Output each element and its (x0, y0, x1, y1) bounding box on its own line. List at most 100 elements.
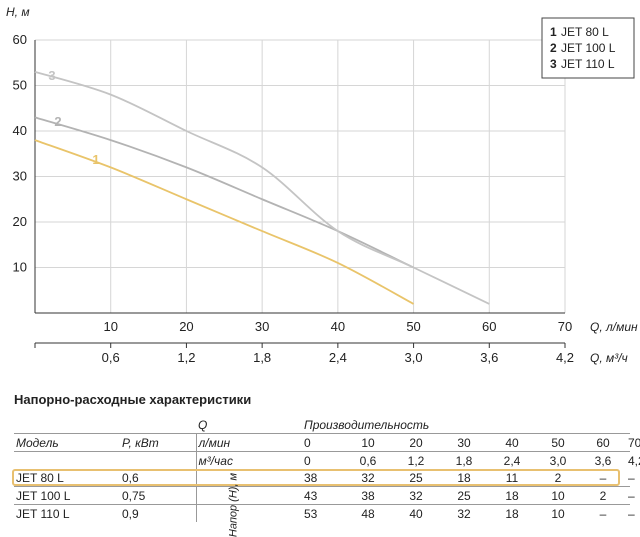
head-label: Напор (H), м (227, 472, 240, 537)
table-cell: 2,4 (503, 453, 521, 468)
y-tick-label: 20 (13, 214, 27, 229)
x2-tick-label: 0,6 (102, 350, 120, 365)
table-cell: – (628, 506, 635, 521)
x-tick-label: 60 (482, 319, 496, 334)
q-label: Q (196, 416, 272, 434)
model-header: Модель (14, 433, 120, 452)
table-cell: 10 (344, 433, 392, 452)
table-cell: 0,6 (359, 453, 377, 468)
table-cell: 11 (488, 469, 536, 487)
table-cell: 38 (302, 469, 344, 487)
table-title: Напорно-расходные характеристики (14, 392, 252, 407)
table-cell: 48 (361, 506, 375, 521)
legend-label-3: JET 110 L (561, 57, 615, 71)
table-cell: 18 (440, 469, 488, 487)
jet-80-highlight (12, 469, 620, 486)
productivity-label: Производительность (302, 416, 631, 434)
characteristics-table: Q Производительность Модель P, кВт л/мин… (14, 416, 640, 522)
power-header: P, кВт (120, 433, 196, 452)
m3h-label: м³/час (195, 451, 302, 469)
table-cell: – (626, 469, 635, 487)
x2-tick-label: 1,2 (177, 350, 195, 365)
y-tick-label: 10 (13, 260, 27, 275)
table-cell: 70 (626, 433, 640, 452)
table-cell: 2 (580, 486, 626, 505)
table-cell: 20 (392, 433, 440, 452)
table-cell: 32 (392, 486, 440, 505)
x-tick-label: 30 (255, 319, 269, 334)
legend-box (541, 17, 635, 79)
table-cell: 32 (344, 469, 392, 487)
table-cell: 18 (488, 486, 536, 505)
y-tick-label: 50 (13, 78, 27, 93)
table-cell: 3,6 (594, 453, 612, 468)
legend-number-2: 2 (550, 41, 557, 55)
table-cell: 25 (392, 469, 440, 487)
table-cell: 40 (409, 506, 423, 521)
table-cell: 10 (551, 506, 565, 521)
table-cell: 53 (304, 506, 318, 521)
model-cell: JET 110 L (16, 506, 70, 521)
chart-legend: 1 JET 80 L 2 JET 100 L 3 JET 110 L (541, 17, 635, 79)
curve-number-3: 3 (48, 68, 55, 83)
table-row: JET 80 L 0,6 38 32 25 18 11 2 – – (14, 469, 635, 487)
power-cell: 0,75 (120, 486, 196, 505)
table-cell: 25 (440, 486, 488, 505)
legend-label-1: JET 80 L (561, 25, 609, 39)
y-axis-title: H, м (6, 5, 30, 19)
chart-labels: 10 20 30 40 50 60 10 20 30 40 50 60 70 0,6 1,2 1,8 2,4 3,… (6, 5, 638, 365)
table-cell: 0 (304, 453, 311, 468)
x2-tick-label: 3,0 (405, 350, 423, 365)
table-cell: 50 (536, 433, 580, 452)
pump-curve-chart: 10 20 30 40 50 60 10 20 30 40 50 60 70 0,6 1,2 1,8 2,4 3,… (6, 5, 638, 365)
x-tick-label: 40 (331, 319, 345, 334)
table-cell: 32 (457, 506, 471, 521)
chart-axes (34, 40, 566, 348)
table-header-row-lmin: Модель P, кВт л/мин 0 10 20 30 40 50 60 … (14, 433, 640, 452)
legend-number-3: 3 (550, 57, 557, 71)
x-tick-label: 20 (179, 319, 193, 334)
x2-tick-label: 1,8 (253, 350, 271, 365)
table-cell: 40 (488, 433, 536, 452)
legend-number-1: 1 (550, 25, 557, 39)
curve-number-1: 1 (92, 152, 99, 167)
table-cell: 38 (344, 486, 392, 505)
table-row: JET 100 L 0,75 43 38 32 25 18 10 2 – (14, 486, 635, 505)
table-cell: 43 (302, 486, 344, 505)
model-cell: JET 100 L (14, 486, 120, 505)
x2-axis-title: Q, м³/ч (590, 351, 628, 365)
power-cell: 0,6 (120, 469, 196, 487)
lmin-label: л/мин (195, 433, 302, 452)
x-tick-label: 10 (103, 319, 117, 334)
y-tick-label: 30 (13, 169, 27, 184)
table-cell: 3,0 (549, 453, 567, 468)
table-cell: 60 (580, 433, 626, 452)
table-cell: – (599, 506, 607, 521)
head-label-box: Напор (H), м (214, 473, 254, 537)
chart-series (34, 70, 490, 305)
chart-grid (35, 39, 566, 313)
table-header-row-m3h: м³/час 0 0,6 1,2 1,8 2,4 3,0 3,6 4,2 (14, 451, 640, 469)
x2-tick-label: 2,4 (329, 350, 347, 365)
x2-tick-label: 3,6 (480, 350, 498, 365)
x-axis-title: Q, л/мин (590, 320, 638, 334)
table-header-row-1: Q Производительность (14, 416, 631, 434)
x-tick-label: 70 (558, 319, 572, 334)
table-cell: 4,2 (628, 453, 640, 468)
table-cell: 10 (536, 486, 580, 505)
legend-label-2: JET 100 L (561, 41, 616, 55)
x2-tick-label: 4,2 (556, 350, 574, 365)
y-tick-label: 40 (13, 123, 27, 138)
table-cell: 1,8 (455, 453, 473, 468)
y-tick-label: 60 (13, 32, 27, 47)
curve-number-2: 2 (54, 114, 61, 129)
table-row: JET 110 L 0,9 53 48 40 32 18 10 – – (14, 504, 635, 522)
model-cell: JET 80 L (14, 469, 120, 487)
x-tick-label: 50 (406, 319, 420, 334)
table-cell: 1,2 (407, 453, 425, 468)
table-cell: – (626, 486, 635, 505)
table-cell: 18 (505, 506, 519, 521)
series-line-1 (34, 139, 414, 305)
table-cell: 2 (536, 469, 580, 487)
table-cell: 0 (302, 433, 344, 452)
